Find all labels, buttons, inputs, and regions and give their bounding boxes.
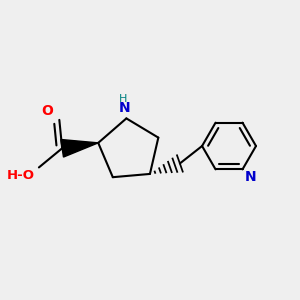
Text: H-O: H-O xyxy=(7,169,35,182)
Text: O: O xyxy=(42,104,54,118)
Text: N: N xyxy=(245,170,257,184)
Text: N: N xyxy=(119,101,130,115)
Text: H: H xyxy=(119,94,128,104)
Polygon shape xyxy=(61,140,98,157)
